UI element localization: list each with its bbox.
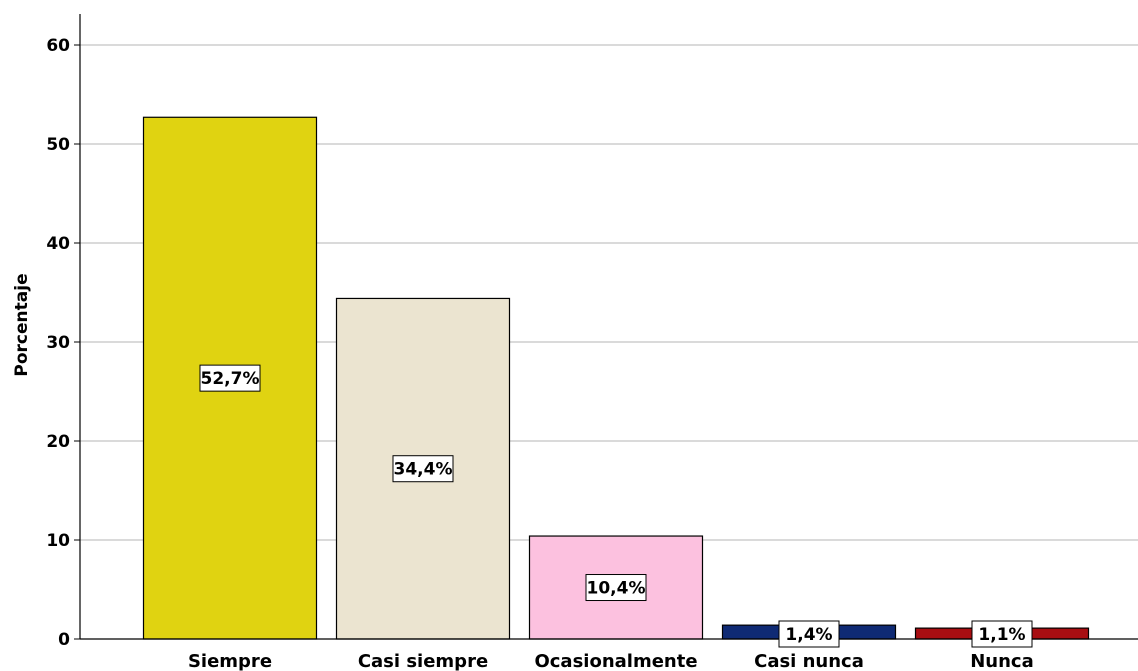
- data-labels: 52,7% 34,4% 10,4% 1,4% 1,1%: [199, 364, 1033, 648]
- category-label: Siempre: [188, 651, 272, 671]
- y-tick-label: 50: [46, 135, 70, 155]
- data-label-text: 52,7%: [201, 369, 260, 389]
- data-label-text: 1,4%: [785, 625, 832, 645]
- y-tick-label: 20: [46, 432, 70, 452]
- data-label: 52,7%: [199, 364, 261, 392]
- data-label-text: 1,1%: [978, 625, 1025, 645]
- data-label: 1,1%: [971, 620, 1033, 648]
- data-label: 1,4%: [778, 620, 840, 648]
- category-label: Casi siempre: [358, 651, 488, 671]
- axes: [79, 14, 1138, 640]
- category-labels: Siempre Casi siempre Ocasionalmente Casi nu…: [188, 651, 1034, 671]
- data-label-box: [392, 455, 454, 483]
- y-axis-label: Porcentaje: [12, 273, 32, 376]
- data-label-box: [778, 620, 840, 648]
- data-label-box: [971, 620, 1033, 648]
- data-label-box: [585, 574, 647, 602]
- y-tick-label: 30: [46, 333, 70, 353]
- y-tick-label: 60: [46, 36, 70, 56]
- category-label: Ocasionalmente: [534, 651, 697, 671]
- y-tick-label: 0: [58, 630, 70, 650]
- y-tick-label: 40: [46, 234, 70, 254]
- data-label: 10,4%: [585, 574, 647, 602]
- y-tick-labels: 0 10 20 30 40 50 60: [46, 36, 80, 650]
- bars: [142, 116, 1090, 640]
- data-label-text: 10,4%: [587, 579, 646, 599]
- data-label-box: [199, 364, 261, 392]
- y-tick-label: 10: [46, 531, 70, 551]
- data-label-text: 34,4%: [394, 460, 453, 480]
- data-label: 34,4%: [392, 455, 454, 483]
- category-label: Casi nunca: [754, 651, 864, 671]
- category-label: Nunca: [970, 651, 1034, 671]
